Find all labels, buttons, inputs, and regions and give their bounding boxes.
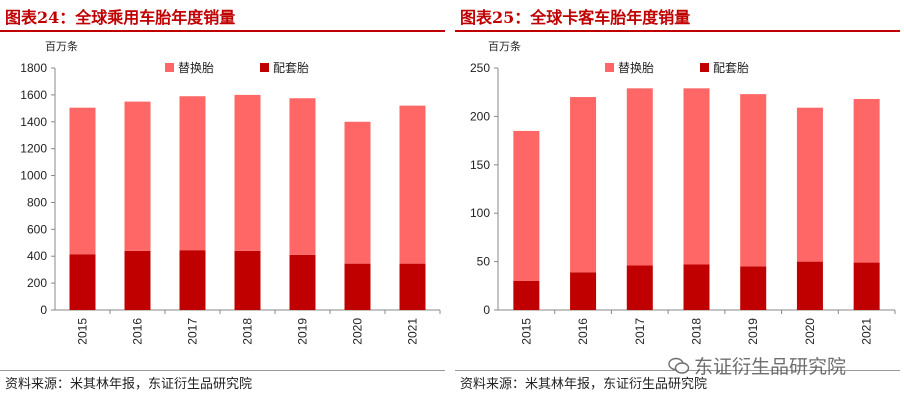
bar-oe [179,250,206,310]
y-tick-label: 50 [477,255,491,269]
bar-oe [399,263,426,310]
y-tick-label: 1400 [20,115,47,129]
title-rule [455,30,900,32]
bar-oe [124,250,151,310]
bar-replacement [179,96,206,251]
chart-title: 图表24：全球乘用车胎年度销量 [5,8,236,27]
bar-replacement [740,94,767,267]
bar-replacement [796,107,823,262]
x-tick-label: 2017 [186,318,200,345]
legend-oe-swatch [260,63,269,72]
bar-oe [570,272,597,310]
x-tick-label: 2021 [860,318,874,345]
legend-replacement-swatch [165,63,174,72]
bar-replacement [853,98,880,263]
y-tick-label: 800 [27,195,47,209]
legend-oe-label: 配套胎 [273,61,309,75]
x-tick-label: 2018 [241,318,255,345]
bar-replacement [683,88,710,265]
x-tick-label: 2021 [406,318,420,345]
bar-oe [344,263,371,310]
wechat-icon [668,357,690,374]
x-tick-label: 2019 [296,318,310,345]
bar-replacement [344,121,371,264]
y-tick-label: 1800 [20,61,47,75]
y-tick-label: 400 [27,249,47,263]
y-tick-label: 1000 [20,169,47,183]
y-tick-label: 150 [470,158,490,172]
bar-replacement [626,88,653,266]
bar-oe [626,265,653,310]
bottom-rule [0,370,445,371]
bar-replacement [399,105,426,264]
x-tick-label: 2019 [746,318,760,345]
bar-oe [69,254,96,310]
bar-oe [289,254,316,310]
source-note: 资料来源：米其林年报，东证衍生品研究院 [460,377,708,392]
y-tick-label: 200 [470,109,490,123]
y-unit-label: 百万条 [488,39,521,53]
bar-replacement [69,107,96,255]
bar-oe [796,261,823,310]
bar-oe [740,266,767,310]
y-tick-label: 100 [470,206,490,220]
legend-replacement-swatch [605,63,614,72]
y-tick-label: 0 [40,303,47,317]
source-note: 资料来源：米其林年报，东证衍生品研究院 [5,377,253,392]
y-tick-label: 250 [470,61,490,75]
y-tick-label: 600 [27,222,47,236]
legend-replacement-label: 替换胎 [178,61,214,75]
y-tick-label: 1200 [20,142,47,156]
bar-oe [234,250,261,310]
x-tick-label: 2020 [803,318,817,345]
bar-replacement [570,97,597,273]
x-tick-label: 2016 [131,318,145,345]
x-tick-label: 2015 [519,318,533,345]
bar-replacement [513,130,540,281]
bar-oe [853,262,880,310]
bar-replacement [289,98,316,255]
bar-oe [513,280,540,310]
watermark: 东证衍生品研究院 [668,352,846,379]
x-tick-label: 2016 [576,318,590,345]
y-unit-label: 百万条 [45,39,78,53]
x-tick-label: 2018 [690,318,704,345]
chart-title: 图表25：全球卡客车胎年度销量 [460,8,691,27]
y-tick-label: 0 [483,303,490,317]
x-tick-label: 2017 [633,318,647,345]
watermark-text: 东证衍生品研究院 [694,356,847,378]
x-tick-label: 2015 [76,318,90,345]
legend-oe-label: 配套胎 [713,61,749,75]
y-tick-label: 200 [27,276,47,290]
chart-left: 百万条 0 200 400 600 800 1000 1200 1400 1600 1800 2015… [20,39,441,345]
bar-replacement [234,94,261,251]
y-tick-label: 1600 [20,88,47,102]
chart-panel-left: 图表24：全球乘用车胎年度销量 百万条 0 200 400 600 800 1000 1200… [0,0,445,407]
title-rule [0,30,445,32]
bar-replacement [124,101,151,251]
legend-replacement-label: 替换胎 [618,61,654,75]
bar-oe [683,264,710,310]
legend-oe-swatch [700,63,709,72]
chart-panel-right: 图表25：全球卡客车胎年度销量 百万条 0 50 100 150 200 250 2015 20… [455,0,900,407]
chart-right: 百万条 0 50 100 150 200 250 2015 2016 2017 2018 2019 20… [470,39,896,345]
x-tick-label: 2020 [351,318,365,345]
